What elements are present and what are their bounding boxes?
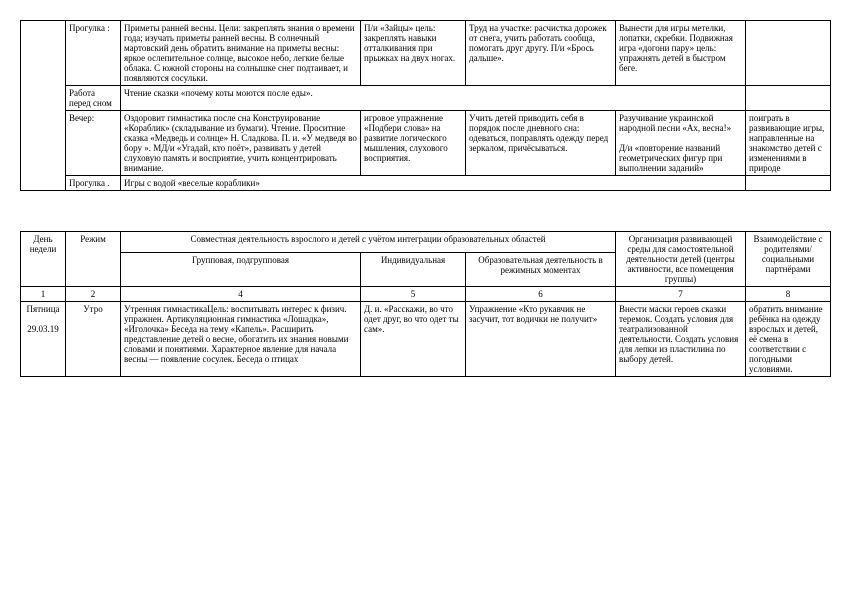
cell-regime: Прогулка . xyxy=(66,176,121,191)
cell-day xyxy=(21,21,66,191)
schedule-table-1: Прогулка :Приметы ранней весны. Цели: за… xyxy=(20,20,831,191)
cell-ind: Д. и. «Расскажи, во что одет друг, во чт… xyxy=(361,302,466,377)
cell-edu: Упражнение «Кто рукавчик не засучит, тот… xyxy=(466,302,616,377)
cell-org: Внести маски героев сказки теремок. Созд… xyxy=(616,302,746,377)
cell-inter: обратить внимание ребёнка на одежду взро… xyxy=(746,302,831,377)
cell-c4: игровое упражнение «Подбери слова» на ра… xyxy=(361,111,466,176)
hdr-org: Организация развивающей среды для самост… xyxy=(616,232,746,287)
num-1: 1 xyxy=(21,287,66,302)
cell-c7: поиграть в развивающие игры, направленны… xyxy=(746,111,831,176)
num-6: 6 xyxy=(466,287,616,302)
num-2: 2 xyxy=(66,287,121,302)
number-row: 1 2 4 5 6 7 8 xyxy=(21,287,831,302)
cell-day: Пятница 29.03.19 xyxy=(21,302,66,377)
num-8: 8 xyxy=(746,287,831,302)
cell-regime: Прогулка : xyxy=(66,21,121,86)
table-row: Прогулка .Игры с водой «веселые кораблик… xyxy=(21,176,831,191)
schedule-table-2: День недели Режим Совместная деятельност… xyxy=(20,231,831,377)
cell-c7 xyxy=(746,86,831,111)
cell-regime: Вечер: xyxy=(66,111,121,176)
hdr-regime: Режим xyxy=(66,232,121,287)
num-7: 7 xyxy=(616,287,746,302)
hdr-day: День недели xyxy=(21,232,66,287)
table-row: Работа перед сномЧтение сказки «почему к… xyxy=(21,86,831,111)
table-row: Вечер:Оздоровит гимнастика после сна Кон… xyxy=(21,111,831,176)
data-row: Пятница 29.03.19 Утро Утренняя гимнастик… xyxy=(21,302,831,377)
table-row: Прогулка :Приметы ранней весны. Цели: за… xyxy=(21,21,831,86)
cell-merged: Чтение сказки «почему коты моются после … xyxy=(121,86,746,111)
cell-regime: Работа перед сном xyxy=(66,86,121,111)
num-4: 4 xyxy=(121,287,361,302)
cell-regime: Утро xyxy=(66,302,121,377)
cell-c5: Учить детей приводить себя в порядок пос… xyxy=(466,111,616,176)
cell-c6: Вынести для игры метелки, лопатки, скреб… xyxy=(616,21,746,86)
hdr-ind: Индивидуальная xyxy=(361,252,466,286)
hdr-edu: Образовательная деятельность в режимных … xyxy=(466,252,616,286)
cell-c7 xyxy=(746,176,831,191)
cell-c5: Труд на участке: расчистка дорожек от сн… xyxy=(466,21,616,86)
cell-c3: Приметы ранней весны. Цели: закреплять з… xyxy=(121,21,361,86)
num-5: 5 xyxy=(361,287,466,302)
cell-group: Утренняя гимнастикаЦель: воспитывать инт… xyxy=(121,302,361,377)
hdr-group: Групповая, подгрупповая xyxy=(121,252,361,286)
cell-c6: Разучивание украинской народной песни «А… xyxy=(616,111,746,176)
header-row-1: День недели Режим Совместная деятельност… xyxy=(21,232,831,253)
cell-c4: П/и «Зайцы» цель: закреплять навыки отта… xyxy=(361,21,466,86)
hdr-inter: Взаимодействие с родителями/ социальными… xyxy=(746,232,831,287)
cell-merged: Игры с водой «веселые кораблики» xyxy=(121,176,746,191)
hdr-joint: Совместная деятельность взрослого и дете… xyxy=(121,232,616,253)
cell-c3: Оздоровит гимнастика после сна Конструир… xyxy=(121,111,361,176)
cell-c7 xyxy=(746,21,831,86)
